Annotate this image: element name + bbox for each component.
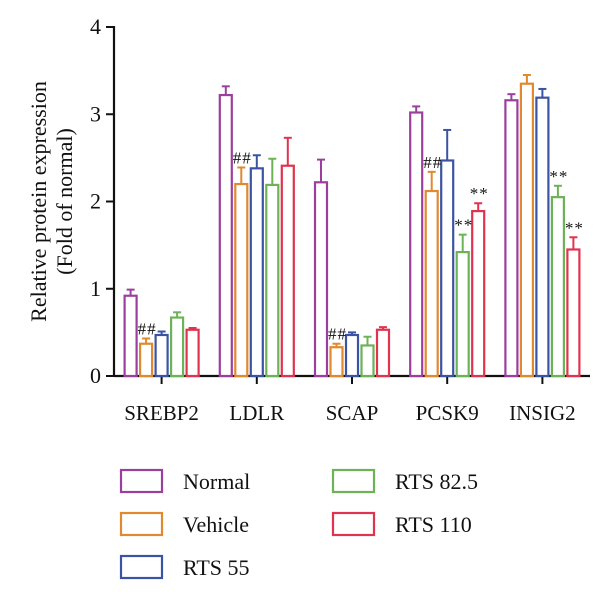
bar	[519, 82, 535, 378]
bar-group	[519, 73, 535, 378]
bar-group	[154, 330, 169, 378]
significance-mark: ##	[423, 153, 442, 172]
legend-swatch	[119, 511, 164, 537]
bar-group	[249, 154, 264, 378]
legend-label: Normal	[183, 469, 250, 494]
legend-item: Vehicle	[119, 511, 249, 537]
significance-mark: **	[549, 167, 568, 186]
x-tick-label: LDLR	[229, 401, 284, 425]
bar-group	[455, 233, 470, 378]
y-axis-title-line: (Fold of normal)	[52, 128, 77, 275]
bar-group	[265, 157, 280, 378]
legend-item: RTS 110	[331, 511, 472, 537]
bar	[313, 181, 329, 378]
y-tick-label: 2	[90, 189, 101, 214]
bar	[375, 328, 391, 378]
legend-swatch	[331, 468, 376, 494]
bar-group	[280, 136, 295, 378]
legend-swatch	[119, 554, 164, 580]
bar	[550, 196, 566, 378]
legend-label: RTS 82.5	[395, 469, 478, 494]
legend-swatch	[331, 511, 376, 537]
legend: Normal Vehicle RTS 55 RTS 82.5 RTS 110	[119, 468, 478, 580]
y-tick-label: 1	[90, 276, 101, 301]
significance-mark: **	[470, 184, 489, 203]
bars	[123, 73, 581, 378]
significance-mark: **	[565, 218, 584, 237]
bar-group	[566, 236, 581, 378]
y-tick-label: 3	[90, 101, 101, 126]
bar	[471, 209, 486, 378]
bar	[170, 316, 185, 378]
bar-group	[471, 202, 486, 378]
bar-group	[139, 337, 154, 378]
bar	[154, 333, 169, 378]
bar-group	[313, 158, 329, 378]
bar-group	[375, 326, 391, 378]
bar	[455, 251, 470, 378]
bar	[234, 182, 249, 378]
y-tick-label: 0	[90, 363, 101, 388]
x-tick-label: INSIG2	[509, 401, 576, 425]
bar	[424, 189, 439, 378]
bar	[123, 294, 138, 378]
bar-group	[123, 288, 138, 378]
y-tick-label: 4	[90, 14, 101, 39]
y-axis-title: Relative protein expression(Fold of norm…	[26, 81, 77, 322]
bar	[280, 164, 295, 378]
bar-group	[535, 87, 550, 378]
bar-group	[504, 93, 519, 378]
bar-group	[170, 311, 185, 378]
legend-item: RTS 82.5	[331, 468, 478, 494]
bar	[249, 167, 264, 378]
significance-mark: ##	[138, 319, 157, 338]
bar-group	[234, 166, 249, 378]
x-tick-label: SCAP	[326, 401, 379, 425]
bar-group	[550, 184, 566, 378]
bar-group	[440, 128, 455, 378]
legend-label: Vehicle	[183, 512, 249, 537]
legend-label: RTS 110	[395, 512, 472, 537]
bar	[360, 344, 375, 378]
bar	[218, 93, 233, 378]
bar	[344, 333, 360, 378]
significance-mark: **	[454, 216, 473, 235]
legend-swatch	[119, 468, 164, 494]
x-tick-label: SREBP2	[124, 401, 199, 425]
bar	[409, 111, 424, 378]
bar	[535, 96, 550, 378]
x-tick-label: PCSK9	[416, 401, 479, 425]
bar	[566, 248, 581, 378]
axes: 0 1 2 3 4 SREBP2 LDLR SCAP PCSK9 INSIG2	[90, 14, 590, 425]
legend-label: RTS 55	[183, 555, 250, 580]
bar-group	[409, 105, 424, 378]
bar-group	[344, 331, 360, 378]
bar	[504, 99, 519, 378]
y-axis-title-text: Relative protein expression(Fold of norm…	[26, 81, 77, 322]
significance-mark: ##	[328, 325, 347, 344]
y-axis-title-line: Relative protein expression	[26, 81, 51, 322]
legend-item: Normal	[119, 468, 250, 494]
bar-group	[329, 342, 344, 378]
significance-mark: ##	[233, 148, 252, 167]
bar	[185, 328, 200, 378]
bar	[440, 159, 455, 378]
legend-item: RTS 55	[119, 554, 250, 580]
bar	[139, 342, 154, 378]
bar-group	[360, 335, 375, 378]
bar-group	[218, 85, 233, 378]
bar-group	[424, 170, 439, 378]
bar	[329, 346, 344, 378]
bar	[265, 183, 280, 378]
annotations: ## ## ## ## ** ** ** **	[138, 148, 584, 344]
bar-group	[185, 327, 200, 378]
